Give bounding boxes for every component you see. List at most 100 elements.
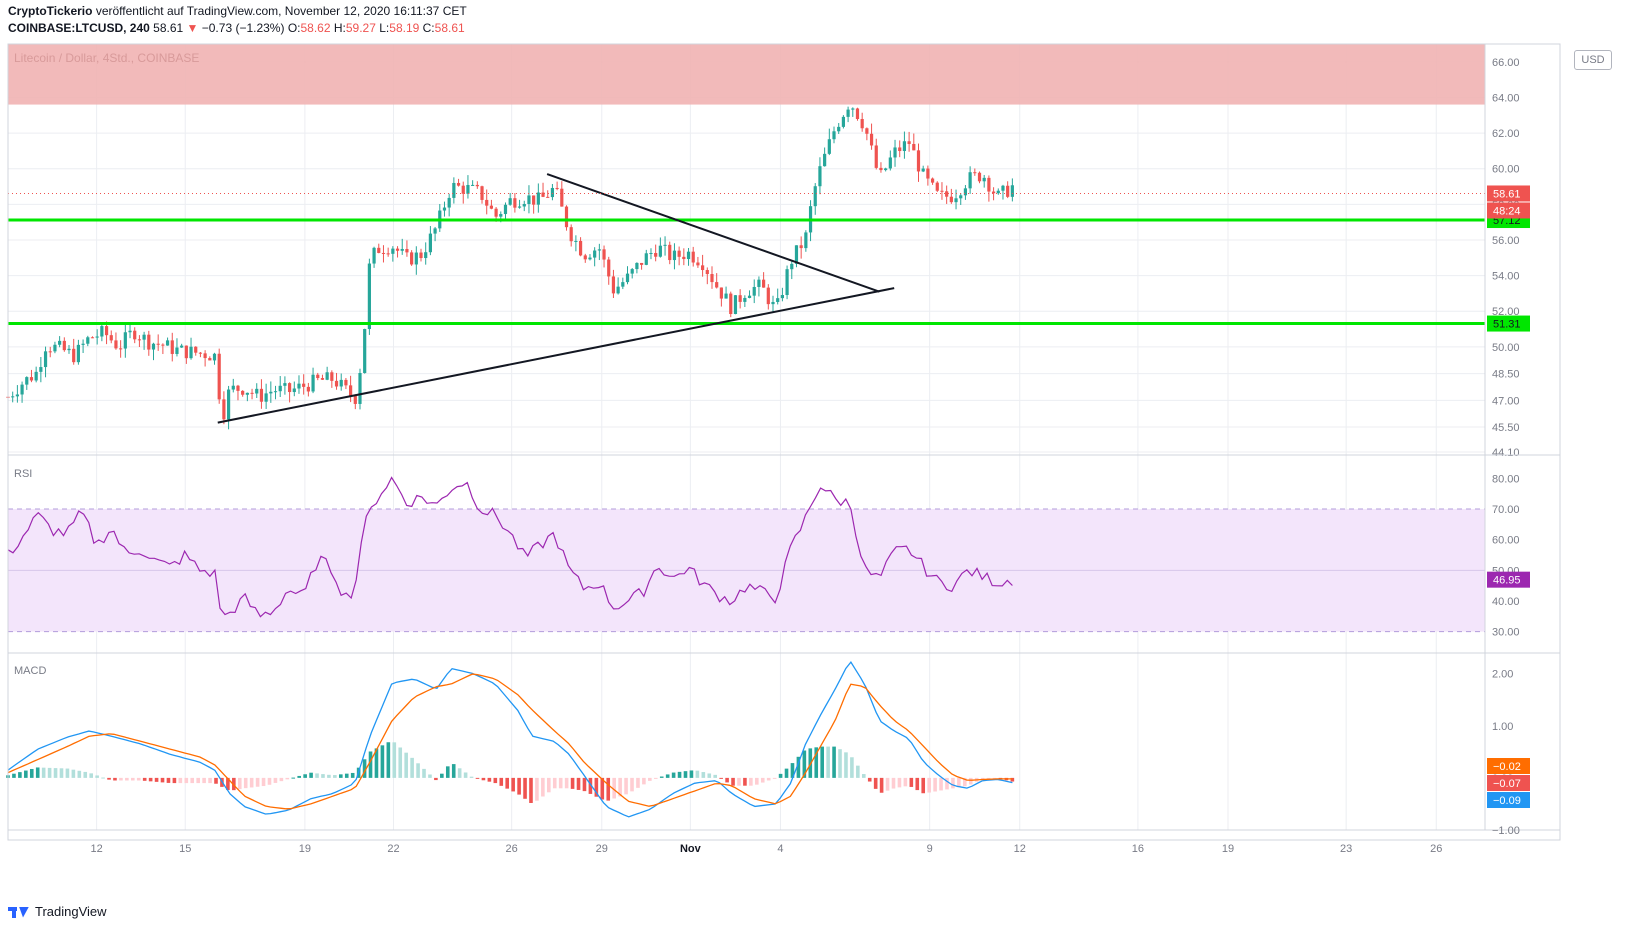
triangle-lower-line xyxy=(217,287,895,424)
low-value: 58.19 xyxy=(389,21,420,35)
candle-body xyxy=(898,147,902,152)
candle-body xyxy=(180,345,184,348)
macd-tick-label: 1.00 xyxy=(1492,721,1513,733)
candle-body xyxy=(715,282,719,288)
candle-body xyxy=(1010,185,1014,197)
candle-body xyxy=(273,391,278,393)
axes: 12 15 19 22 26 29 Nov 4 9 12 16 19 23 26 66.00 64.00 62.… xyxy=(7,43,1561,855)
macd-histogram-bar xyxy=(89,773,94,778)
tradingview-logo-icon xyxy=(8,905,30,919)
rsi-title: RSI xyxy=(14,468,32,480)
candle-body xyxy=(935,182,939,191)
candle-body xyxy=(672,250,677,261)
macd-histogram-bar xyxy=(873,777,878,789)
footer-brand[interactable]: TradingView xyxy=(35,904,107,919)
currency-button[interactable]: USD xyxy=(1574,50,1612,70)
x-tick-label: 15 xyxy=(179,843,191,855)
candle-body xyxy=(705,270,709,275)
candle-body xyxy=(349,385,353,397)
macd-histogram-bar xyxy=(624,777,628,795)
candle-body xyxy=(95,336,99,338)
candle-body xyxy=(541,192,545,197)
candle-body xyxy=(147,334,151,350)
candle-body xyxy=(72,348,76,363)
high-label: H: xyxy=(333,21,346,35)
candle-body xyxy=(597,249,601,251)
candle-body xyxy=(43,351,48,368)
candle-body xyxy=(372,247,376,264)
last-price-label: 58.61 xyxy=(1493,188,1521,200)
macd-histogram-bar xyxy=(951,777,955,789)
macd-histogram-tag xyxy=(1487,775,1530,791)
macd-histogram-bar xyxy=(445,766,450,778)
triangle-upper-line xyxy=(546,173,880,293)
macd-histogram-bar xyxy=(980,777,985,780)
macd-histogram-bar xyxy=(249,777,254,788)
candle-body xyxy=(823,153,827,167)
candle-body xyxy=(39,367,43,372)
candle-body xyxy=(259,388,264,402)
candle-body xyxy=(151,343,156,350)
price-tick-label: 47.00 xyxy=(1492,395,1520,407)
price-tick-label: 48.50 xyxy=(1492,369,1520,381)
candle-body xyxy=(968,172,972,189)
macd-histogram-bar xyxy=(255,777,260,787)
candle-body xyxy=(292,388,296,393)
x-tick-label: 4 xyxy=(777,843,783,855)
candle-body xyxy=(532,195,536,205)
macd-histogram-bar xyxy=(136,777,141,781)
candle-body xyxy=(100,326,104,337)
candle-body xyxy=(677,250,681,257)
author[interactable]: CryptoTickerio xyxy=(8,4,93,18)
macd-histogram-bar xyxy=(713,774,718,778)
candle-body xyxy=(48,351,52,353)
macd-histogram-bar xyxy=(440,773,444,778)
candle-body xyxy=(395,248,400,251)
candle-body xyxy=(668,244,672,261)
candle-body xyxy=(785,269,789,296)
macd-histogram-bar xyxy=(1010,777,1015,782)
open-label: O: xyxy=(287,21,301,35)
macd-histogram-bar xyxy=(796,756,801,778)
price-candles xyxy=(6,106,1014,430)
macd-histogram-bar xyxy=(457,768,462,778)
macd-histogram-bar xyxy=(392,742,397,778)
x-tick-label: 16 xyxy=(1132,843,1144,855)
candle-body xyxy=(104,326,109,336)
macd-histogram-bar xyxy=(701,772,706,778)
macd-histogram-bar xyxy=(600,777,605,800)
macd-histogram-bar xyxy=(612,777,616,799)
candle-body xyxy=(963,188,968,196)
candle-body xyxy=(133,330,137,340)
macd-histogram-bar xyxy=(558,777,563,789)
macd-histogram-bar xyxy=(380,745,385,778)
close-label: C: xyxy=(422,21,435,35)
macd-histogram-bar xyxy=(564,777,569,789)
chart-canvas[interactable]: Litecoin / Dollar, 4Std., COINBASE RSI M… xyxy=(0,0,1627,900)
macd-histogram-bar xyxy=(957,777,961,788)
zones: Litecoin / Dollar, 4Std., COINBASE xyxy=(8,44,1485,105)
candle-body xyxy=(76,344,80,363)
candle-body xyxy=(691,251,695,263)
macd-histogram-bar xyxy=(178,777,183,784)
candle-body xyxy=(175,347,179,354)
candle-body xyxy=(593,250,597,258)
macd-histogram-bar xyxy=(772,777,777,779)
grid xyxy=(8,44,1485,830)
macd-histogram-bar xyxy=(184,777,189,784)
last-price-tag xyxy=(1487,185,1530,202)
x-tick-label: 12 xyxy=(90,843,102,855)
macd-histogram-bar xyxy=(832,746,836,778)
macd-histogram-bar xyxy=(594,777,599,797)
open-value: 58.62 xyxy=(300,21,331,35)
candle-body xyxy=(62,340,66,351)
candle-body xyxy=(485,199,489,206)
macd-histogram-bar xyxy=(386,742,391,778)
candle-body xyxy=(480,186,484,200)
candle-body xyxy=(564,206,569,228)
macd-histogram-bar xyxy=(125,777,129,781)
candle-body xyxy=(733,295,738,315)
candle-body xyxy=(269,391,273,394)
support-price-tag xyxy=(1487,315,1530,332)
